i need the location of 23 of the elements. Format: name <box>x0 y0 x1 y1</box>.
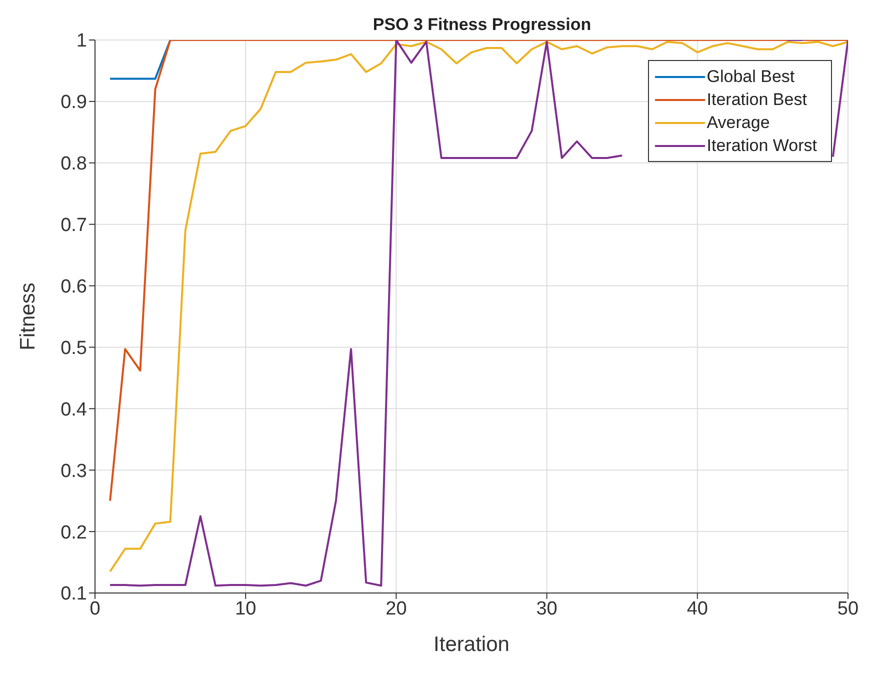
legend-label: Iteration Best <box>706 89 807 111</box>
x-tick-label: 20 <box>386 598 407 620</box>
legend-label: Average <box>706 112 770 134</box>
y-tick-label: 0.2 <box>60 522 87 544</box>
y-tick-label: 0.3 <box>60 460 87 482</box>
x-tick-label: 10 <box>235 598 256 620</box>
y-tick-label: 1 <box>76 30 87 52</box>
y-tick-label: 0.5 <box>60 338 87 359</box>
y-tick-label: 0.7 <box>60 215 87 236</box>
legend-label: Iteration Worst <box>706 135 817 157</box>
chart-title: PSO 3 Fitness Progression <box>372 15 592 34</box>
y-tick-label: 0.8 <box>60 154 87 175</box>
x-tick-label: 30 <box>536 598 558 620</box>
x-tick-label: 40 <box>686 598 708 620</box>
x-tick-label: 50 <box>837 598 859 620</box>
x-tick-label: 0 <box>90 598 100 620</box>
y-tick-label: 0.4 <box>60 399 88 420</box>
y-tick-label: 0.1 <box>60 584 87 605</box>
legend-label: Global Best <box>706 66 795 88</box>
y-tick-label: 0.9 <box>60 92 87 114</box>
y-axis-title: Fitness <box>16 282 40 350</box>
y-tick-label: 0.6 <box>60 276 87 298</box>
x-axis-title: Iteration <box>434 633 510 656</box>
